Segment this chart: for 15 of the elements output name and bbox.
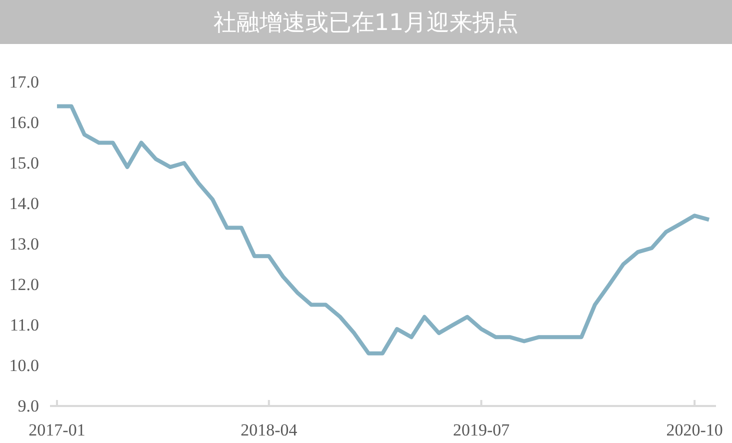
y-tick-label: 9.0 [18,396,39,416]
x-tick-label: 2017-01 [28,420,86,440]
y-tick-label: 17.0 [9,72,39,92]
line-series [54,104,712,356]
y-tick-label: 10.0 [9,356,39,375]
x-tick-label: 2020-10 [666,420,723,440]
y-tick-label: 13.0 [9,234,39,254]
y-tick-label: 14.0 [9,194,39,213]
x-tick-label: 2019-07 [452,420,510,440]
y-tick-label: 12.0 [9,274,39,294]
x-tick-label: 2018-04 [240,420,298,440]
y-tick-label: 11.0 [10,315,39,334]
y-tick-label: 15.0 [9,153,39,172]
y-tick-label: 16.0 [9,112,39,132]
chart-title: 社融增速或已在11月迎来拐点 [213,10,519,36]
